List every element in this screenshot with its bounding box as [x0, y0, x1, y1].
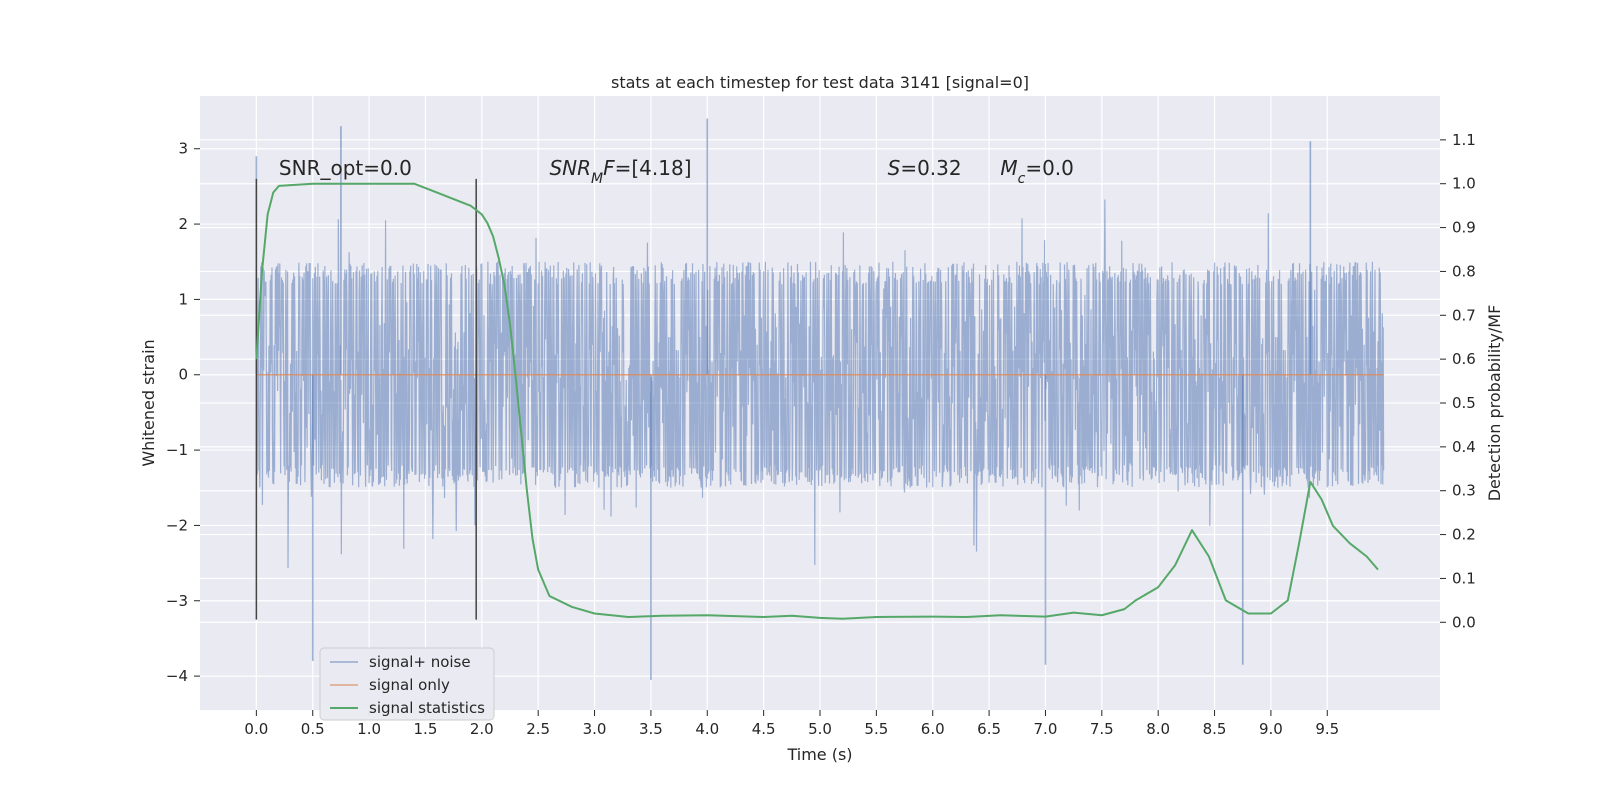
yl-tick-label-0: 3: [178, 140, 188, 158]
yr-tick-label-1: 1.0: [1452, 175, 1476, 193]
yl-tick-label-4: −1: [166, 441, 188, 459]
x-tick-label-10: 5.0: [808, 720, 832, 738]
y-left-axis-ticks: 3 2 1 0 −1 −2 −3 −4: [166, 140, 200, 685]
series-signal-statistics: [255, 182, 1379, 620]
legend-label-signal-noise: signal+ noise: [369, 653, 471, 671]
x-tick-label-14: 7.0: [1034, 720, 1058, 738]
chart-title: stats at each timestep for test data 314…: [611, 73, 1029, 92]
legend-label-signal-statistics: signal statistics: [369, 699, 485, 717]
yr-tick-label-3: 0.8: [1452, 262, 1476, 280]
x-tick-label-6: 3.0: [583, 720, 607, 738]
vertical-markers: [255, 178, 477, 620]
x-tick-label-9: 4.5: [752, 720, 776, 738]
annotations: SNR_opt=0.0 SNRMF=[4.18] S=0.32 Mc=0.0: [279, 156, 1074, 187]
y-right-axis-label: Detection probability/MF: [1485, 305, 1504, 502]
yr-tick-label-0: 1.1: [1452, 131, 1476, 149]
yr-tick-label-6: 0.5: [1452, 394, 1476, 412]
x-tick-label-0: 0.0: [244, 720, 268, 738]
yl-tick-label-5: −2: [166, 516, 188, 534]
x-tick-label-16: 8.0: [1146, 720, 1170, 738]
annotation-3: Mc=0.0: [1000, 156, 1074, 187]
annotation-1: SNRMF=[4.18]: [549, 156, 691, 187]
x-tick-label-8: 4.0: [695, 720, 719, 738]
yr-tick-label-4: 0.7: [1452, 306, 1476, 324]
x-axis-label: Time (s): [786, 745, 852, 764]
x-tick-label-7: 3.5: [639, 720, 663, 738]
yr-tick-label-10: 0.1: [1452, 569, 1476, 587]
yr-tick-label-2: 0.9: [1452, 219, 1476, 237]
yl-tick-label-7: −4: [166, 667, 188, 685]
x-tick-label-13: 6.5: [977, 720, 1001, 738]
x-tick-label-12: 6.0: [921, 720, 945, 738]
y-left-axis-label: Whitened strain: [139, 339, 158, 466]
x-axis-ticks: 0.0 0.5 1.0 1.5 2.0 2.5 3.0 3.5 4.0 4.5 5.0 5.5 6.0 6…: [244, 710, 1339, 738]
yr-tick-label-5: 0.6: [1452, 350, 1476, 368]
x-tick-label-1: 0.5: [301, 720, 325, 738]
legend: signal+ noise signal only signal statist…: [319, 647, 495, 721]
signal-statistics-line: [255, 182, 1379, 620]
yr-tick-label-8: 0.3: [1452, 482, 1476, 500]
yr-tick-label-7: 0.4: [1452, 438, 1476, 456]
legend-box: [319, 647, 495, 721]
x-tick-label-15: 7.5: [1090, 720, 1114, 738]
x-tick-label-19: 9.5: [1315, 720, 1339, 738]
x-tick-label-2: 1.0: [357, 720, 381, 738]
signal-noise-trace: [255, 199, 1385, 569]
yr-tick-label-9: 0.2: [1452, 526, 1476, 544]
yl-tick-label-6: −3: [166, 592, 188, 610]
yr-tick-label-11: 0.0: [1452, 613, 1476, 631]
x-tick-label-18: 9.0: [1259, 720, 1283, 738]
legend-label-signal-only: signal only: [369, 676, 450, 694]
annotation-2: S=0.32: [888, 156, 962, 180]
x-tick-label-17: 8.5: [1203, 720, 1227, 738]
yl-tick-label-1: 2: [178, 215, 188, 233]
y-right-axis-ticks: 1.1 1.0 0.9 0.8 0.7 0.6 0.5 0.4 0.3 0.2 0.1 0.0: [1440, 131, 1476, 631]
x-tick-label-11: 5.5: [864, 720, 888, 738]
x-tick-label-3: 1.5: [414, 720, 438, 738]
x-tick-label-5: 2.5: [526, 720, 550, 738]
yl-tick-label-2: 1: [178, 290, 188, 308]
yl-tick-label-3: 0: [178, 366, 188, 384]
x-tick-label-4: 2.0: [470, 720, 494, 738]
annotation-0: SNR_opt=0.0: [279, 156, 412, 180]
